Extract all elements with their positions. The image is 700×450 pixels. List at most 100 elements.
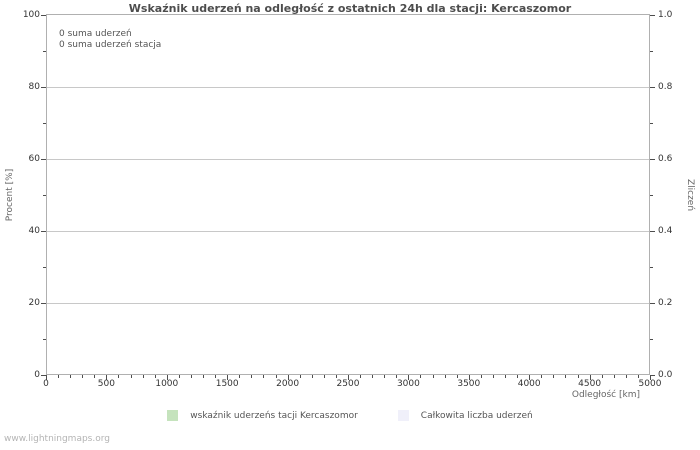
xtick-minor xyxy=(541,375,543,378)
xtick-minor xyxy=(70,375,72,378)
xtick-3500 xyxy=(468,375,470,380)
xtick-4500 xyxy=(589,375,591,380)
xtick-minor xyxy=(553,375,555,378)
xtick-minor xyxy=(239,375,241,378)
ytick-label-left-40: 40 xyxy=(28,226,40,236)
ytick-left-50 xyxy=(43,195,46,196)
xtick-minor xyxy=(335,375,337,378)
xtick-500 xyxy=(106,375,108,380)
xtick-label-4500: 4500 xyxy=(578,379,602,389)
ytick-left-60 xyxy=(41,159,46,160)
gridline-y-60 xyxy=(47,159,649,160)
ytick-label-right-0p4: 0.4 xyxy=(658,226,673,236)
xtick-minor xyxy=(444,375,446,378)
ytick-label-right-0p2: 0.2 xyxy=(658,298,673,308)
xtick-minor xyxy=(505,375,507,378)
xtick-minor xyxy=(275,375,277,378)
legend-label-total-strokes: Całkowita liczba uderzeń xyxy=(420,410,533,421)
annotation-total-strokes: 0 suma uderzeń xyxy=(59,29,132,39)
ytick-label-left-60: 60 xyxy=(28,154,40,164)
ytick-right-0p3 xyxy=(650,267,653,268)
xtick-2000 xyxy=(287,375,289,380)
ytick-right-0p6 xyxy=(650,159,655,160)
ytick-label-right-1p0: 1.0 xyxy=(658,10,673,20)
xtick-minor xyxy=(372,375,374,378)
ytick-label-right-0p6: 0.6 xyxy=(658,154,673,164)
chart-title: Wskaźnik uderzeń na odległość z ostatnic… xyxy=(128,2,572,15)
y-axis-title-left-text: Procent [%] xyxy=(5,168,15,221)
ytick-left-100 xyxy=(41,15,46,16)
xtick-label-4000: 4000 xyxy=(517,379,541,389)
ytick-label-right-0p8: 0.8 xyxy=(658,82,673,92)
xtick-5000 xyxy=(650,375,651,380)
ytick-right-0p4 xyxy=(650,231,655,232)
ytick-label-left-100: 100 xyxy=(22,10,40,20)
xtick-label-1000: 1000 xyxy=(155,379,179,389)
ytick-right-0p1 xyxy=(650,339,653,340)
xtick-minor xyxy=(142,375,144,378)
xtick-minor xyxy=(517,375,519,378)
xtick-minor xyxy=(637,375,639,378)
xtick-minor xyxy=(251,375,253,378)
gridline-y-80 xyxy=(47,87,649,88)
xtick-minor xyxy=(456,375,458,378)
ytick-left-0 xyxy=(41,375,46,376)
xtick-label-0: 0 xyxy=(43,379,49,389)
ytick-left-90 xyxy=(43,51,46,52)
xtick-minor xyxy=(311,375,313,378)
xtick-minor xyxy=(94,375,96,378)
xtick-minor xyxy=(577,375,579,378)
xtick-4000 xyxy=(529,375,531,380)
xtick-minor xyxy=(396,375,398,378)
xtick-label-2000: 2000 xyxy=(276,379,300,389)
xtick-0 xyxy=(46,375,47,380)
legend-swatch-station-rate xyxy=(167,410,179,421)
xtick-minor xyxy=(178,375,180,378)
legend-label-station-rate: wskaźnik uderzeńs tacji Kercaszomor xyxy=(190,410,358,421)
ytick-right-0p2 xyxy=(650,303,655,304)
y-axis-title-right: Zliczeń xyxy=(682,0,698,389)
ytick-left-40 xyxy=(41,231,46,232)
xtick-label-3500: 3500 xyxy=(457,379,481,389)
xtick-minor xyxy=(299,375,301,378)
ytick-right-0p0 xyxy=(650,375,655,376)
xtick-1500 xyxy=(227,375,229,380)
ytick-left-80 xyxy=(41,87,46,88)
xtick-minor xyxy=(420,375,422,378)
xtick-minor xyxy=(82,375,84,378)
gridline-y-20 xyxy=(47,303,649,304)
ytick-left-20 xyxy=(41,303,46,304)
ytick-label-left-20: 20 xyxy=(28,298,40,308)
xtick-minor xyxy=(625,375,627,378)
footer-watermark: www.lightningmaps.org xyxy=(4,434,110,444)
xtick-minor xyxy=(432,375,434,378)
plot-area: 0 suma uderzeń 0 suma uderzeń stacja xyxy=(46,14,650,375)
xtick-label-1500: 1500 xyxy=(215,379,239,389)
ytick-left-30 xyxy=(43,267,46,268)
xtick-1000 xyxy=(166,375,168,380)
xtick-minor xyxy=(565,375,567,378)
ytick-right-0p8 xyxy=(650,87,655,88)
ytick-label-left-80: 80 xyxy=(28,82,40,92)
ytick-left-10 xyxy=(43,339,46,340)
xtick-2500 xyxy=(348,375,349,380)
legend-entry-station-rate[interactable]: wskaźnik uderzeńs tacji Kercaszomor xyxy=(167,410,358,421)
plot-annotations: 0 suma uderzeń 0 suma uderzeń stacja xyxy=(59,29,161,51)
xtick-minor xyxy=(480,375,482,378)
ytick-label-right-0p0: 0.0 xyxy=(658,370,673,380)
xtick-minor xyxy=(203,375,205,378)
ytick-right-1p0 xyxy=(650,15,655,16)
xtick-3000 xyxy=(408,375,410,380)
ytick-left-70 xyxy=(43,123,46,124)
xtick-minor xyxy=(263,375,265,378)
xtick-minor xyxy=(118,375,120,378)
ytick-label-left-0: 0 xyxy=(34,370,40,380)
xtick-label-500: 500 xyxy=(97,379,115,389)
xtick-minor xyxy=(190,375,192,378)
annotation-station-strokes: 0 suma uderzeń stacja xyxy=(59,40,162,50)
xtick-label-3000: 3000 xyxy=(396,379,420,389)
chart-legend: wskaźnik uderzeńs tacji Kercaszomor Całk… xyxy=(0,410,700,421)
legend-entry-total-strokes[interactable]: Całkowita liczba uderzeń xyxy=(397,410,533,421)
xtick-minor xyxy=(323,375,325,378)
xtick-label-2500: 2500 xyxy=(336,379,360,389)
